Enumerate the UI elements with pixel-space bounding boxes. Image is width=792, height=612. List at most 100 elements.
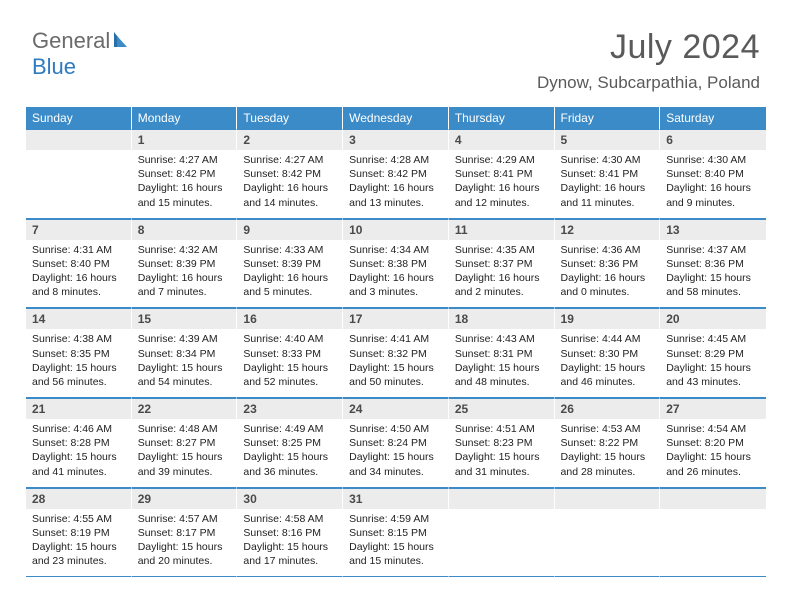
daynum-30: 30	[237, 488, 343, 509]
sunset-line: Sunset: 8:42 PM	[138, 167, 231, 181]
daycell: Sunrise: 4:48 AMSunset: 8:27 PMDaylight:…	[132, 419, 238, 488]
daycell: Sunrise: 4:38 AMSunset: 8:35 PMDaylight:…	[26, 329, 132, 398]
daynum-25: 25	[449, 398, 555, 419]
logo-text-blue: Blue	[32, 54, 76, 79]
sunset-line: Sunset: 8:16 PM	[243, 526, 336, 540]
sunrise-line: Sunrise: 4:31 AM	[32, 243, 125, 257]
daylight-line: Daylight: 15 hours and 34 minutes.	[349, 450, 442, 478]
daylight-line: Daylight: 16 hours and 2 minutes.	[455, 271, 548, 299]
sunset-line: Sunset: 8:42 PM	[349, 167, 442, 181]
dayname-sunday: Sunday	[26, 107, 132, 129]
sunrise-line: Sunrise: 4:27 AM	[138, 153, 231, 167]
sunset-line: Sunset: 8:33 PM	[243, 347, 336, 361]
daylight-line: Daylight: 15 hours and 39 minutes.	[138, 450, 231, 478]
daylight-line: Daylight: 15 hours and 54 minutes.	[138, 361, 231, 389]
daycell: Sunrise: 4:59 AMSunset: 8:15 PMDaylight:…	[343, 509, 449, 578]
sunrise-line: Sunrise: 4:49 AM	[243, 422, 336, 436]
sunset-line: Sunset: 8:27 PM	[138, 436, 231, 450]
daylight-line: Daylight: 16 hours and 14 minutes.	[243, 181, 336, 209]
daylight-line: Daylight: 15 hours and 36 minutes.	[243, 450, 336, 478]
week-1-numbers: 78910111213	[26, 219, 766, 240]
sunset-line: Sunset: 8:42 PM	[243, 167, 336, 181]
dayname-tuesday: Tuesday	[237, 107, 343, 129]
daylight-line: Daylight: 16 hours and 3 minutes.	[349, 271, 442, 299]
daycell: Sunrise: 4:27 AMSunset: 8:42 PMDaylight:…	[237, 150, 343, 219]
daynum-18: 18	[449, 308, 555, 329]
daynum-7: 7	[26, 219, 132, 240]
dayname-saturday: Saturday	[660, 107, 766, 129]
daylight-line: Daylight: 16 hours and 15 minutes.	[138, 181, 231, 209]
daycell: Sunrise: 4:53 AMSunset: 8:22 PMDaylight:…	[555, 419, 661, 488]
week-3-data: Sunrise: 4:46 AMSunset: 8:28 PMDaylight:…	[26, 419, 766, 488]
sunrise-line: Sunrise: 4:28 AM	[349, 153, 442, 167]
sunrise-line: Sunrise: 4:44 AM	[561, 332, 654, 346]
week-0-data: Sunrise: 4:27 AMSunset: 8:42 PMDaylight:…	[26, 150, 766, 219]
daycell: Sunrise: 4:37 AMSunset: 8:36 PMDaylight:…	[660, 240, 766, 309]
daycell	[26, 150, 132, 219]
daycell	[660, 509, 766, 578]
daynum-26: 26	[555, 398, 661, 419]
sunrise-line: Sunrise: 4:57 AM	[138, 512, 231, 526]
daynum-15: 15	[132, 308, 238, 329]
sunrise-line: Sunrise: 4:40 AM	[243, 332, 336, 346]
sunset-line: Sunset: 8:20 PM	[666, 436, 760, 450]
daycell: Sunrise: 4:29 AMSunset: 8:41 PMDaylight:…	[449, 150, 555, 219]
daycell: Sunrise: 4:36 AMSunset: 8:36 PMDaylight:…	[555, 240, 661, 309]
daynum-14: 14	[26, 308, 132, 329]
week-2-data: Sunrise: 4:38 AMSunset: 8:35 PMDaylight:…	[26, 329, 766, 398]
sunrise-line: Sunrise: 4:30 AM	[561, 153, 654, 167]
daynum-13: 13	[660, 219, 766, 240]
logo-text-general: General	[32, 28, 110, 54]
daycell: Sunrise: 4:45 AMSunset: 8:29 PMDaylight:…	[660, 329, 766, 398]
daylight-line: Daylight: 16 hours and 11 minutes.	[561, 181, 654, 209]
daylight-line: Daylight: 15 hours and 17 minutes.	[243, 540, 336, 568]
sunset-line: Sunset: 8:39 PM	[138, 257, 231, 271]
daynum-empty	[555, 488, 661, 509]
daynum-23: 23	[237, 398, 343, 419]
daynum-29: 29	[132, 488, 238, 509]
daylight-line: Daylight: 15 hours and 20 minutes.	[138, 540, 231, 568]
daycell	[449, 509, 555, 578]
daynum-2: 2	[237, 129, 343, 150]
sunset-line: Sunset: 8:25 PM	[243, 436, 336, 450]
daylight-line: Daylight: 15 hours and 41 minutes.	[32, 450, 125, 478]
week-2-numbers: 14151617181920	[26, 308, 766, 329]
dayname-row: SundayMondayTuesdayWednesdayThursdayFrid…	[26, 107, 766, 129]
daycell: Sunrise: 4:58 AMSunset: 8:16 PMDaylight:…	[237, 509, 343, 578]
dayname-monday: Monday	[132, 107, 238, 129]
sunset-line: Sunset: 8:22 PM	[561, 436, 654, 450]
sunrise-line: Sunrise: 4:58 AM	[243, 512, 336, 526]
sunset-line: Sunset: 8:39 PM	[243, 257, 336, 271]
daycell	[555, 509, 661, 578]
sunset-line: Sunset: 8:40 PM	[32, 257, 125, 271]
daylight-line: Daylight: 15 hours and 28 minutes.	[561, 450, 654, 478]
daynum-10: 10	[343, 219, 449, 240]
sunrise-line: Sunrise: 4:46 AM	[32, 422, 125, 436]
sunset-line: Sunset: 8:28 PM	[32, 436, 125, 450]
sunrise-line: Sunrise: 4:55 AM	[32, 512, 125, 526]
daycell: Sunrise: 4:44 AMSunset: 8:30 PMDaylight:…	[555, 329, 661, 398]
month-title: July 2024	[537, 28, 760, 67]
daynum-4: 4	[449, 129, 555, 150]
daylight-line: Daylight: 15 hours and 52 minutes.	[243, 361, 336, 389]
sunset-line: Sunset: 8:41 PM	[561, 167, 654, 181]
logo-sail-icon	[114, 30, 134, 53]
daycell: Sunrise: 4:51 AMSunset: 8:23 PMDaylight:…	[449, 419, 555, 488]
daylight-line: Daylight: 15 hours and 56 minutes.	[32, 361, 125, 389]
daycell: Sunrise: 4:41 AMSunset: 8:32 PMDaylight:…	[343, 329, 449, 398]
daycell: Sunrise: 4:54 AMSunset: 8:20 PMDaylight:…	[660, 419, 766, 488]
dayname-friday: Friday	[555, 107, 661, 129]
sunrise-line: Sunrise: 4:37 AM	[666, 243, 760, 257]
daynum-6: 6	[660, 129, 766, 150]
daycell: Sunrise: 4:30 AMSunset: 8:41 PMDaylight:…	[555, 150, 661, 219]
daycell: Sunrise: 4:55 AMSunset: 8:19 PMDaylight:…	[26, 509, 132, 578]
sunset-line: Sunset: 8:24 PM	[349, 436, 442, 450]
sunrise-line: Sunrise: 4:50 AM	[349, 422, 442, 436]
daycell: Sunrise: 4:57 AMSunset: 8:17 PMDaylight:…	[132, 509, 238, 578]
daylight-line: Daylight: 16 hours and 0 minutes.	[561, 271, 654, 299]
sunrise-line: Sunrise: 4:30 AM	[666, 153, 760, 167]
daycell: Sunrise: 4:28 AMSunset: 8:42 PMDaylight:…	[343, 150, 449, 219]
week-4-numbers: 28293031	[26, 488, 766, 509]
daycell: Sunrise: 4:40 AMSunset: 8:33 PMDaylight:…	[237, 329, 343, 398]
daynum-28: 28	[26, 488, 132, 509]
